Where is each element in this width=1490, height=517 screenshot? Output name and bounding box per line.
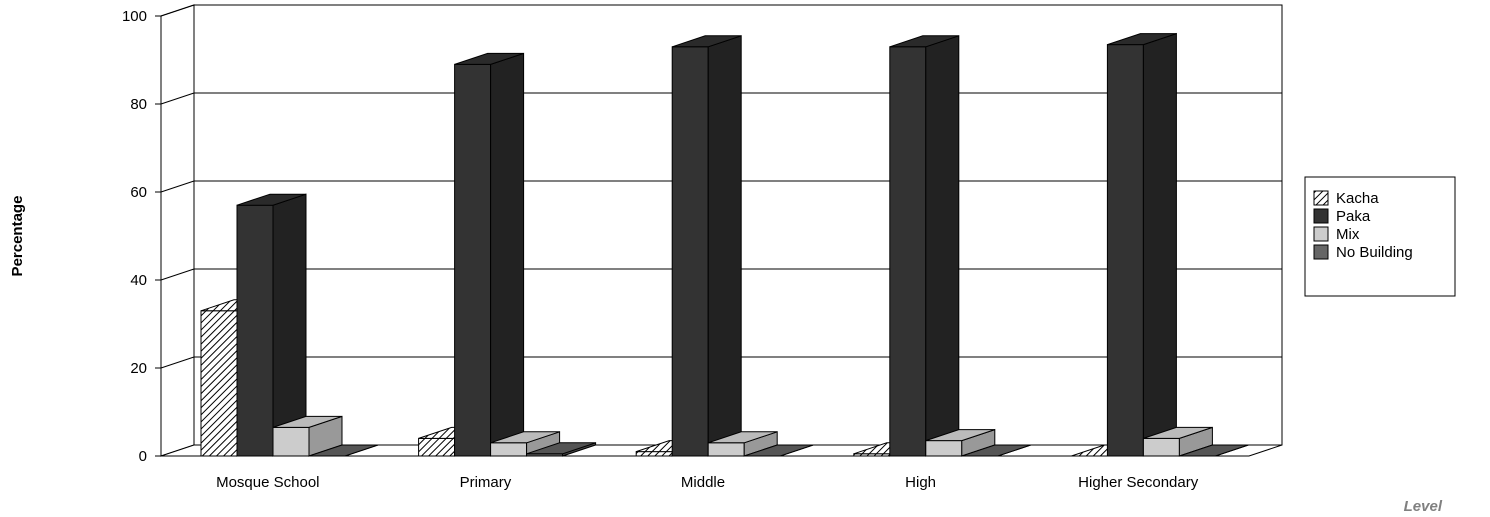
y-tick-label: 20 xyxy=(130,360,147,377)
bar-mix xyxy=(707,431,778,457)
bar-top xyxy=(1143,426,1213,439)
bar-front xyxy=(418,437,456,457)
bar-top xyxy=(272,415,343,428)
bar-front xyxy=(272,426,310,457)
bar-front xyxy=(236,204,274,457)
x-tick-label: Mosque School xyxy=(216,474,319,491)
bar-front xyxy=(490,442,528,457)
bar-top xyxy=(308,444,379,457)
bar-top xyxy=(1107,33,1177,46)
bar-front xyxy=(454,63,492,457)
bar-front xyxy=(671,46,709,457)
bar-top xyxy=(490,431,560,444)
side-wall xyxy=(160,4,195,457)
gridline-side xyxy=(160,180,195,193)
bar-side xyxy=(1142,32,1177,457)
bar-top xyxy=(236,193,307,206)
bar-front xyxy=(707,442,745,457)
bar-front xyxy=(925,440,963,457)
y-tick-label: 0 xyxy=(139,448,147,465)
y-tick-label: 80 xyxy=(130,96,147,113)
gridline-side xyxy=(160,268,195,281)
bar-paka xyxy=(1106,32,1177,457)
bar-top xyxy=(454,52,524,65)
bar-side xyxy=(490,52,525,457)
bar-side xyxy=(707,35,742,457)
bar-front xyxy=(1142,437,1180,457)
bar-top xyxy=(672,35,742,48)
bar-side xyxy=(272,193,307,457)
x-axis-label: Level xyxy=(1404,498,1443,515)
x-tick-label: Higher Secondary xyxy=(1078,474,1199,491)
bar-front xyxy=(635,451,673,457)
bar-top xyxy=(889,35,959,48)
legend-swatch xyxy=(1313,190,1329,206)
bar-front xyxy=(1106,44,1144,457)
legend-swatch xyxy=(1313,208,1329,224)
bar-mix xyxy=(925,428,996,457)
bar-top xyxy=(925,429,995,442)
x-axis-categories: Mosque School Primary Middle High Higher Sec… xyxy=(216,474,1199,491)
bar-no-building xyxy=(526,442,597,457)
x-tick-label: Middle xyxy=(681,474,725,491)
y-tick-label: 100 xyxy=(122,8,147,25)
y-tick-label: 40 xyxy=(130,272,147,289)
gridline-side xyxy=(160,92,195,105)
bar-top xyxy=(744,444,814,457)
legend-label: Paka xyxy=(1336,208,1371,225)
bar-no-building xyxy=(1179,444,1249,457)
legend-label: Mix xyxy=(1336,226,1360,243)
gridline-side xyxy=(160,4,195,17)
bar-mix xyxy=(272,415,343,457)
bar-no-building xyxy=(308,444,379,457)
x-tick-label: High xyxy=(905,474,936,491)
bar-paka xyxy=(671,35,742,457)
bar-top xyxy=(708,431,778,444)
x-tick-label: Primary xyxy=(460,474,512,491)
bar-paka xyxy=(889,35,960,457)
y-axis-ticks: 0 20 40 60 80 100 xyxy=(122,8,161,465)
y-axis-label: Percentage xyxy=(9,196,26,277)
bars xyxy=(200,32,1249,457)
bar-front xyxy=(889,46,927,457)
legend-swatch xyxy=(1313,244,1329,260)
legend-label: Kacha xyxy=(1336,190,1379,207)
legend-box xyxy=(1304,176,1456,297)
legend-label: No Building xyxy=(1336,244,1413,261)
legend-swatch xyxy=(1313,226,1329,242)
bar-no-building xyxy=(744,444,814,457)
bar-top xyxy=(526,442,596,455)
bar-side xyxy=(925,35,960,457)
bar-no-building xyxy=(961,444,1031,457)
bar-top xyxy=(1179,444,1249,457)
bar-paka xyxy=(454,52,525,457)
bar-paka xyxy=(236,193,307,457)
y-tick-label: 60 xyxy=(130,184,147,201)
bar-front xyxy=(200,310,238,457)
bar-top xyxy=(961,444,1031,457)
gridline-side xyxy=(160,356,195,369)
